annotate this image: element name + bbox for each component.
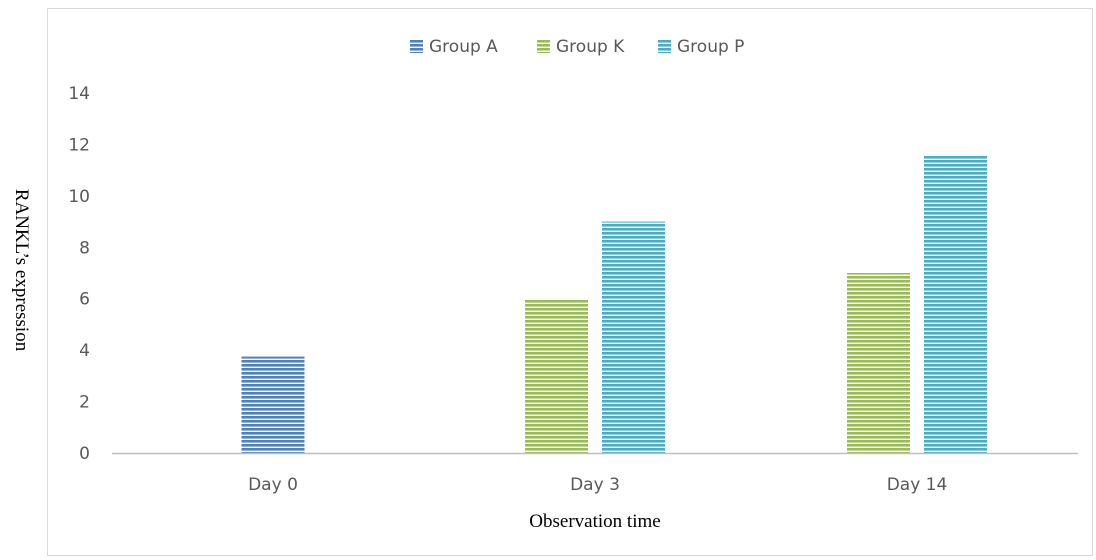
x-tick-label: Day 3 [570,475,620,495]
y-tick-label: 2 [79,393,90,413]
x-tick-label: Day 14 [887,475,948,495]
y-tick-label: 10 [68,187,90,207]
legend-label: Group K [556,37,625,57]
legend-swatch [658,40,671,53]
legend-swatch [537,40,550,53]
chart-frame [47,8,1093,556]
y-axis-label: RANKL’s expression [11,189,32,352]
bars [241,154,987,453]
legend-item-group-k: Group K [537,37,625,57]
y-tick-label: 0 [79,444,90,464]
legend-label: Group A [429,37,498,57]
y-tick-label: 6 [79,290,90,310]
bar-group-k-day-3 [525,298,588,453]
bar-group-p-day-3 [602,221,665,453]
legend: Group A Group K Group P [410,37,744,57]
legend-label: Group P [677,37,744,57]
y-tick-label: 8 [79,238,90,258]
y-tick-label: 4 [79,341,90,361]
y-axis-ticks: 0 2 4 6 8 10 12 14 [68,84,90,464]
bar-group-a-day-0 [241,356,305,453]
y-tick-label: 14 [68,84,90,104]
legend-item-group-a: Group A [410,37,498,57]
bar-group-k-day-14 [847,273,910,453]
x-tick-label: Day 0 [248,475,298,495]
bar-group-p-day-14 [924,154,987,453]
legend-swatch [410,40,423,53]
x-axis-label: Observation time [529,511,660,532]
y-tick-label: 12 [68,135,90,155]
x-axis-ticks: Day 0 Day 3 Day 14 [248,475,947,495]
legend-item-group-p: Group P [658,37,744,57]
